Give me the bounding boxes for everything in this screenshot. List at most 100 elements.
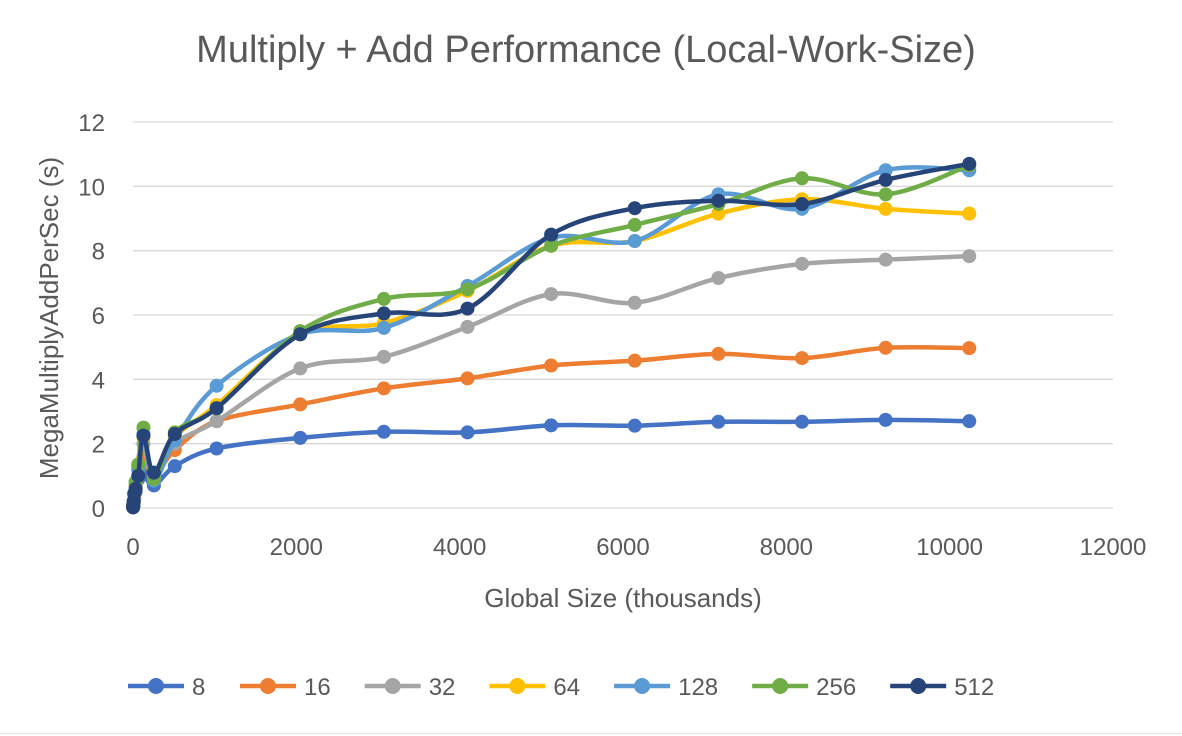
data-point (878, 252, 893, 267)
legend-swatch-marker (910, 678, 927, 694)
x-tick-label: 0 (126, 534, 139, 561)
series-lines (126, 156, 977, 515)
series-8 (126, 412, 977, 515)
data-point (962, 341, 977, 356)
series-line-256 (130, 163, 972, 510)
data-point (209, 378, 224, 393)
data-point (376, 381, 391, 396)
legend-label: 32 (429, 674, 456, 701)
data-point (627, 234, 642, 249)
series-line-128 (130, 165, 972, 510)
gridlines (133, 121, 1113, 445)
data-point (460, 319, 475, 334)
data-point (209, 414, 224, 429)
y-tick-label: 2 (92, 432, 105, 459)
data-point (128, 481, 143, 496)
legend-label: 256 (816, 674, 856, 701)
legend-swatch-marker (509, 678, 526, 694)
data-point (627, 295, 642, 310)
data-point (544, 227, 559, 242)
data-point (627, 353, 642, 368)
data-point (878, 412, 893, 427)
y-tick-label: 10 (78, 174, 105, 201)
data-point (460, 371, 475, 386)
data-point (711, 271, 726, 286)
legend-item-128: 128 (614, 674, 718, 701)
data-point (878, 172, 893, 187)
legend-item-16: 16 (240, 674, 331, 701)
y-tick-label: 12 (78, 110, 105, 137)
x-axis-label: Global Size (thousands) (484, 583, 761, 613)
data-point (460, 282, 475, 297)
data-point (376, 424, 391, 439)
legend: 8 16 32 64 128 256 512 (128, 674, 994, 701)
data-point (544, 287, 559, 302)
series-32 (126, 249, 977, 515)
data-point (460, 301, 475, 316)
data-point (376, 320, 391, 335)
data-point (627, 217, 642, 232)
data-point (795, 414, 810, 429)
legend-item-256: 256 (752, 674, 856, 701)
data-point (795, 256, 810, 271)
data-point (293, 327, 308, 342)
data-point (711, 193, 726, 208)
legend-label: 64 (553, 674, 580, 701)
series-128 (126, 163, 977, 515)
legend-swatch-marker (148, 678, 164, 694)
y-tick-label: 4 (92, 367, 105, 394)
data-point (627, 418, 642, 433)
data-point (167, 459, 182, 474)
data-point (711, 206, 726, 221)
x-tick-label: 4000 (433, 534, 486, 561)
chart-title: Multiply + Add Performance (Local-Work-S… (196, 29, 976, 71)
series-line-512 (130, 161, 972, 510)
legend-swatch-marker (634, 678, 651, 694)
data-point (293, 361, 308, 376)
y-tick-labels: 0 2 4 6 8 10 12 (78, 110, 105, 523)
data-point (293, 430, 308, 445)
legend-label: 8 (192, 674, 205, 701)
y-tick-label: 0 (92, 496, 105, 523)
legend-swatch-marker (772, 678, 789, 694)
data-point (376, 349, 391, 364)
data-point (711, 346, 726, 361)
legend-item-8: 8 (128, 674, 205, 701)
data-point (711, 414, 726, 429)
x-tick-label: 6000 (596, 534, 649, 561)
data-point (544, 358, 559, 373)
data-point (136, 428, 151, 443)
data-point (293, 397, 308, 412)
data-point (962, 414, 977, 429)
legend-item-512: 512 (890, 674, 994, 701)
data-point (131, 468, 146, 483)
legend-label: 128 (678, 674, 718, 701)
data-point (962, 156, 977, 171)
legend-swatch-marker (384, 678, 401, 694)
series-512 (126, 156, 977, 515)
legend-item-32: 32 (364, 674, 456, 701)
legend-item-64: 64 (489, 674, 580, 701)
data-point (962, 206, 977, 221)
data-point (209, 441, 224, 456)
series-line-8 (130, 417, 972, 510)
data-point (209, 401, 224, 416)
data-point (878, 340, 893, 355)
data-point (376, 291, 391, 306)
data-point (627, 201, 642, 216)
data-point (544, 418, 559, 433)
data-point (167, 427, 182, 442)
bottom-divider (0, 733, 1182, 734)
data-point (795, 171, 810, 186)
data-point (376, 306, 391, 321)
legend-label: 16 (304, 674, 331, 701)
data-point (962, 249, 977, 264)
data-point (544, 238, 559, 253)
x-tick-label: 12000 (1080, 534, 1147, 561)
data-point (878, 201, 893, 216)
x-tick-label: 10000 (916, 534, 983, 561)
data-point (460, 425, 475, 440)
data-point (795, 197, 810, 212)
